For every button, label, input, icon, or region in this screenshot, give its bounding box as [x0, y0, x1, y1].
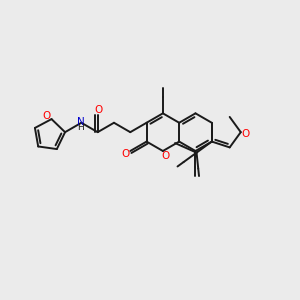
Text: O: O — [43, 111, 51, 121]
Text: O: O — [242, 129, 250, 139]
Text: H: H — [77, 123, 84, 132]
Text: O: O — [121, 149, 129, 159]
Text: N: N — [76, 117, 84, 127]
Text: O: O — [162, 151, 170, 161]
Text: O: O — [94, 105, 103, 115]
